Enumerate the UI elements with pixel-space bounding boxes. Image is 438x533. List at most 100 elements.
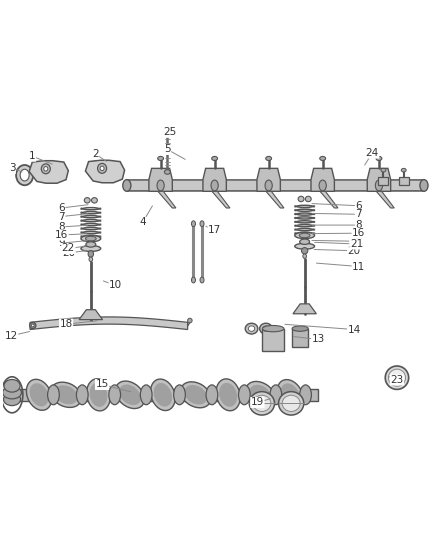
Ellipse shape [44,166,48,171]
Ellipse shape [30,383,49,407]
Text: 6: 6 [355,201,362,211]
Polygon shape [30,317,187,329]
Ellipse shape [292,326,308,332]
Ellipse shape [219,383,237,407]
Ellipse shape [280,383,300,406]
Ellipse shape [191,277,195,283]
Ellipse shape [265,180,272,191]
Text: 3: 3 [9,163,15,173]
Ellipse shape [184,385,207,405]
Ellipse shape [260,323,272,334]
Ellipse shape [20,169,29,181]
Ellipse shape [266,156,272,160]
Ellipse shape [98,164,106,173]
Text: 7: 7 [58,212,65,222]
Polygon shape [311,168,334,191]
Text: 16: 16 [352,228,365,238]
Polygon shape [149,168,172,191]
Ellipse shape [282,395,300,411]
Ellipse shape [84,198,90,203]
Ellipse shape [375,180,382,191]
Ellipse shape [173,385,185,405]
Text: 19: 19 [251,398,264,407]
Ellipse shape [246,382,276,408]
Ellipse shape [187,318,192,323]
Ellipse shape [50,382,81,407]
Polygon shape [79,310,102,320]
Ellipse shape [164,169,170,174]
Ellipse shape [123,180,131,191]
Text: 7: 7 [355,209,362,219]
Ellipse shape [87,379,110,411]
Text: 22: 22 [62,244,75,254]
Bar [292,329,308,346]
Ellipse shape [300,239,310,245]
Bar [378,177,389,185]
Polygon shape [85,160,124,183]
Ellipse shape [86,242,96,247]
Ellipse shape [158,156,163,160]
Ellipse shape [253,395,271,411]
Text: 17: 17 [208,225,221,236]
Ellipse shape [300,385,311,405]
Bar [262,329,284,351]
Ellipse shape [81,236,101,242]
Ellipse shape [26,379,52,410]
Text: 6: 6 [58,203,65,213]
Ellipse shape [92,198,97,203]
Ellipse shape [245,323,258,334]
Ellipse shape [119,384,141,405]
Ellipse shape [180,382,211,408]
Ellipse shape [238,385,250,405]
Text: 9: 9 [58,238,65,248]
Ellipse shape [32,324,34,327]
Text: 25: 25 [163,127,176,138]
Text: 9: 9 [355,236,362,246]
Ellipse shape [381,168,386,172]
Ellipse shape [216,379,240,411]
Text: 20: 20 [62,248,75,258]
Text: 20: 20 [348,246,361,256]
Ellipse shape [200,221,204,227]
Ellipse shape [277,379,303,410]
Ellipse shape [295,244,314,249]
Ellipse shape [270,385,282,405]
Polygon shape [376,191,394,208]
Ellipse shape [298,196,304,201]
Text: 1: 1 [29,151,35,161]
Ellipse shape [89,257,92,262]
Ellipse shape [420,180,428,191]
Text: 12: 12 [4,331,18,341]
Ellipse shape [376,156,382,160]
Polygon shape [266,191,284,208]
Ellipse shape [157,180,164,191]
Text: 18: 18 [60,319,73,329]
Ellipse shape [385,366,409,390]
Ellipse shape [4,393,21,406]
Text: 24: 24 [366,148,379,158]
Ellipse shape [279,392,304,415]
Ellipse shape [401,168,406,172]
Ellipse shape [389,369,406,386]
Ellipse shape [154,383,172,407]
Ellipse shape [88,251,94,257]
Polygon shape [29,161,68,183]
Ellipse shape [48,385,59,405]
Ellipse shape [248,326,254,332]
Ellipse shape [206,385,218,405]
Ellipse shape [211,180,218,191]
Ellipse shape [3,386,21,399]
Polygon shape [367,168,391,191]
Ellipse shape [30,322,36,329]
Bar [127,180,424,191]
Text: 2: 2 [92,149,99,159]
Polygon shape [158,191,176,208]
Ellipse shape [305,196,311,201]
Text: 23: 23 [390,375,403,385]
Ellipse shape [249,385,272,405]
Ellipse shape [100,166,104,171]
Text: 4: 4 [139,217,146,228]
Ellipse shape [151,379,175,410]
Ellipse shape [76,385,88,405]
Ellipse shape [319,180,326,191]
